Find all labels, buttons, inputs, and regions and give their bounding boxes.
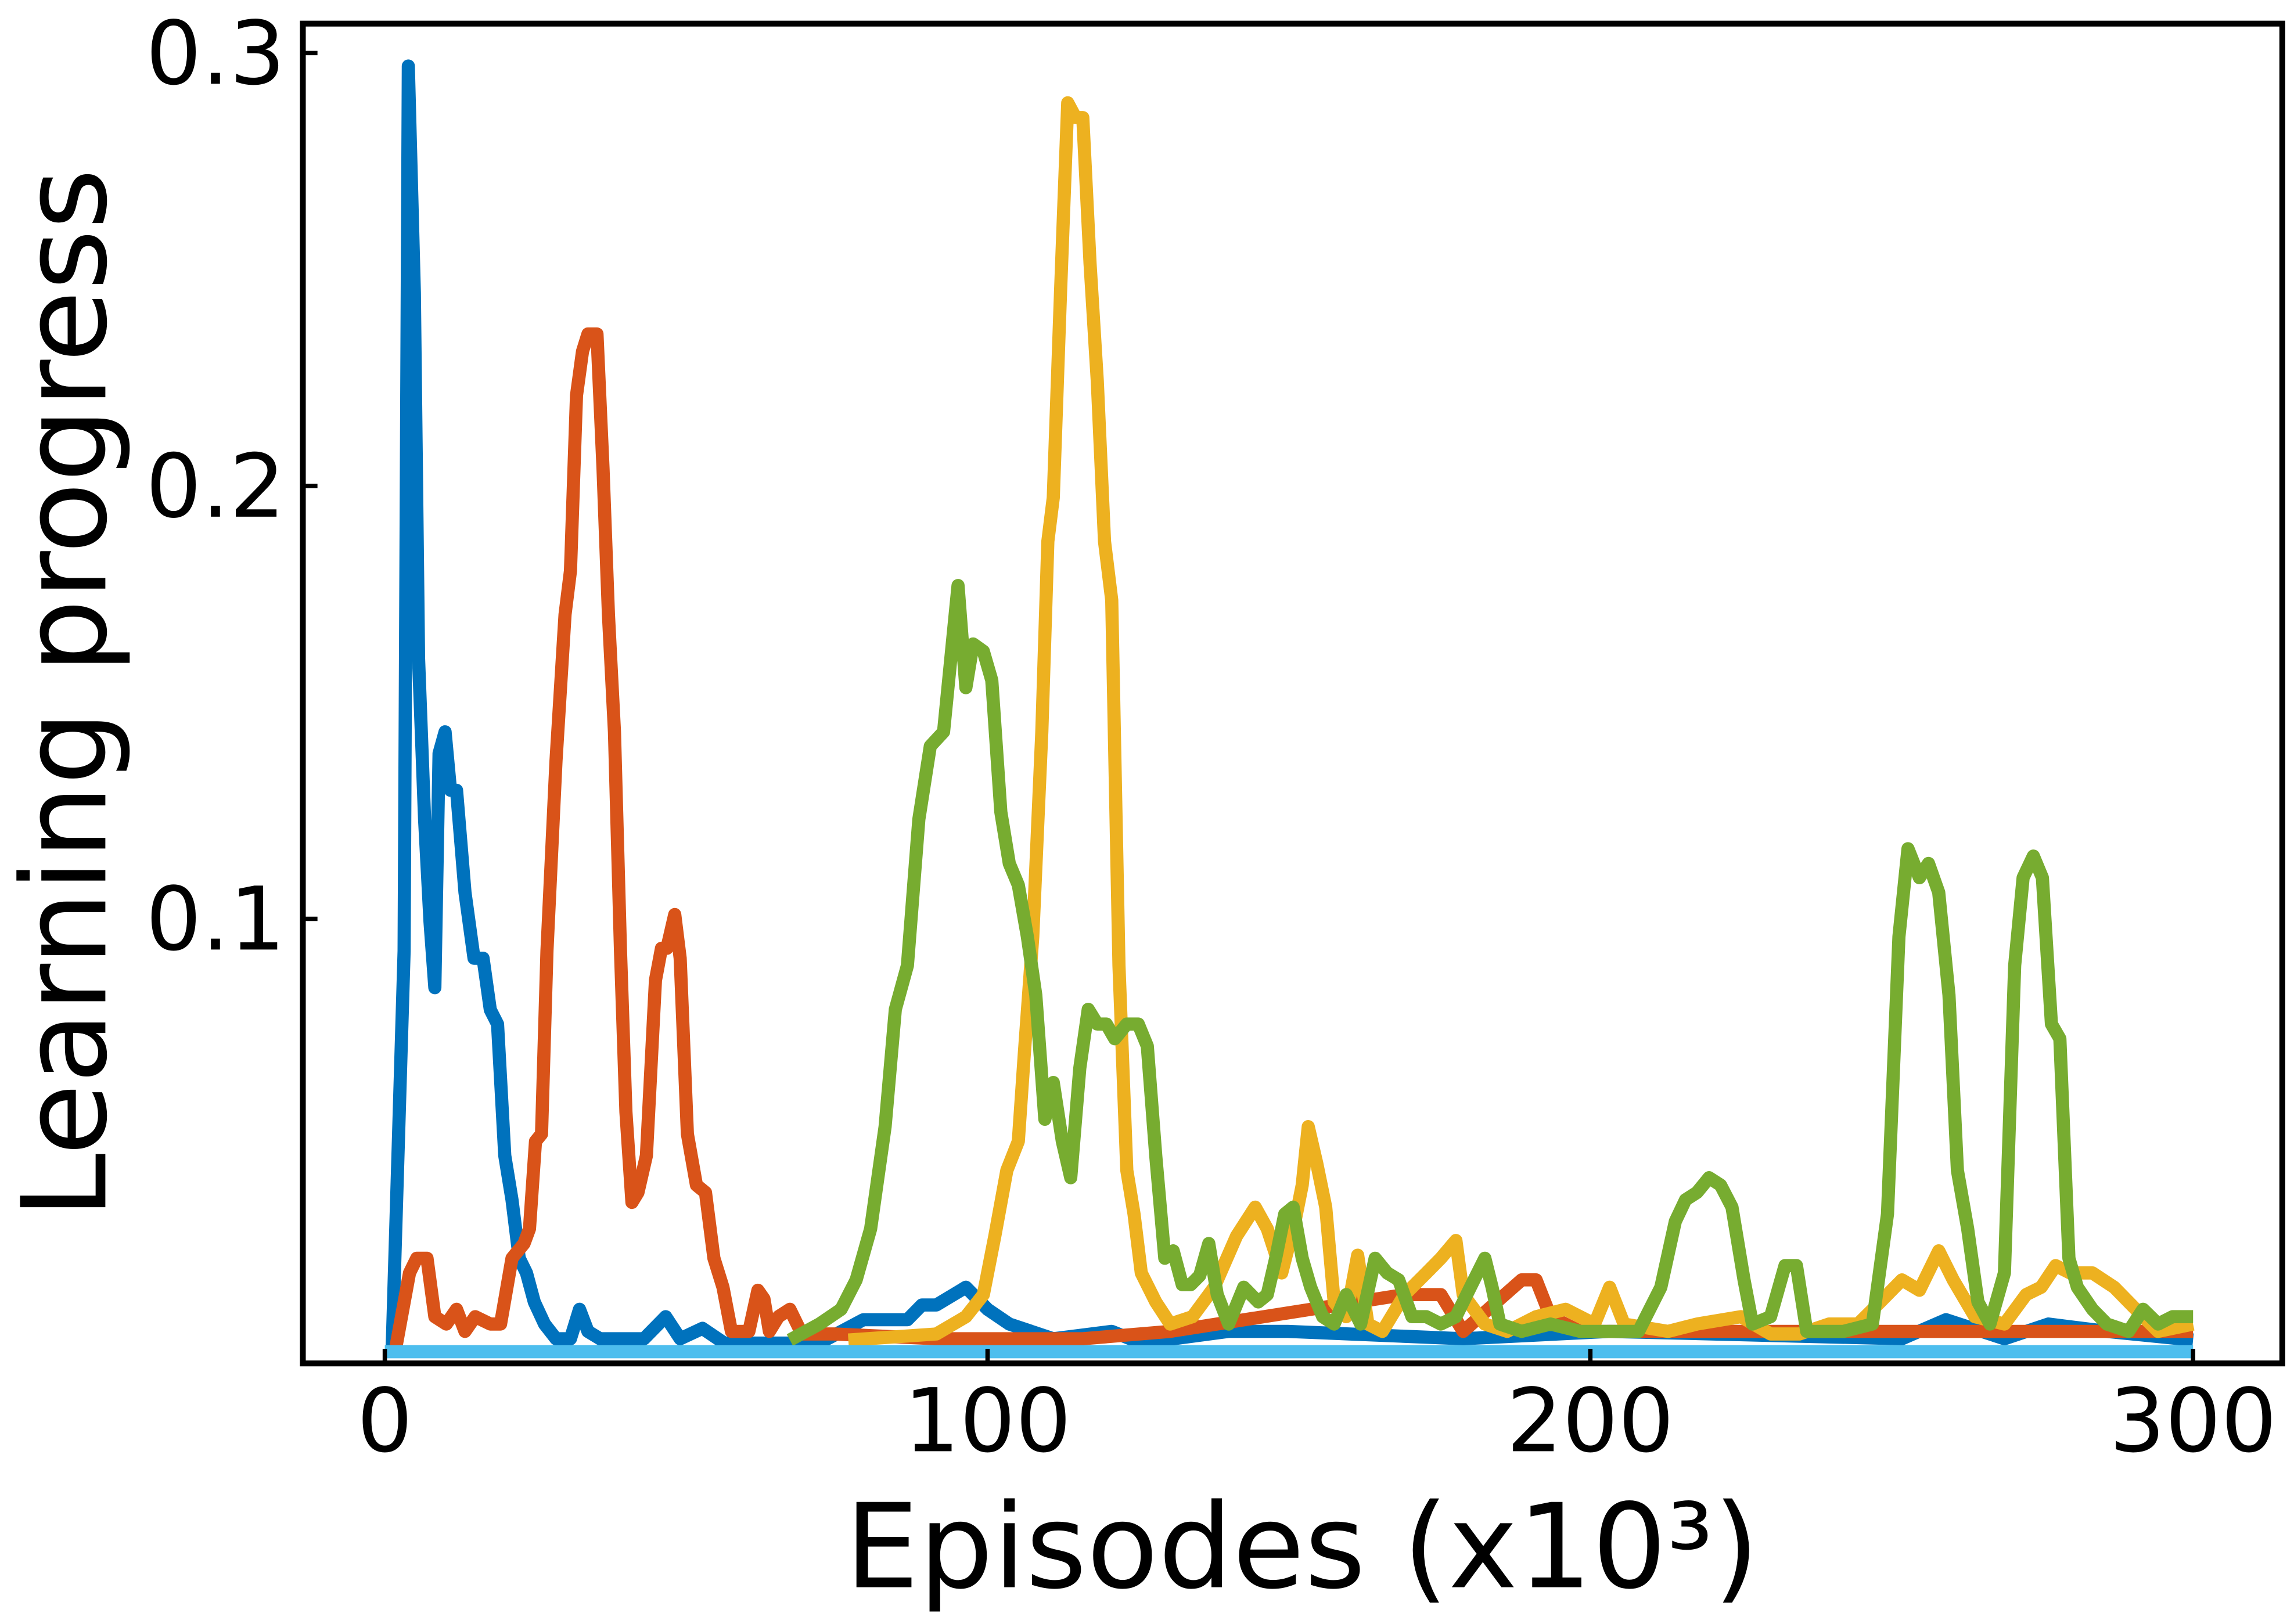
y-tick-label: 0.3 (146, 2, 285, 105)
y-tick-label: 0.1 (146, 868, 285, 970)
data-line (847, 96, 2195, 1347)
data-line (385, 59, 2194, 1352)
plot-frame (300, 20, 2285, 1367)
data-line (786, 579, 2194, 1346)
data-line (389, 327, 2194, 1353)
x-axis-label: Episodes (x10³) (845, 1479, 1759, 1615)
x-tick-label: 100 (904, 1370, 1071, 1472)
y-axis-label: Learning progress (0, 168, 133, 1219)
x-tick-label: 0 (357, 1370, 413, 1472)
x-tick-label: 200 (1506, 1370, 1674, 1472)
x-tick-label: 300 (2109, 1370, 2277, 1472)
y-tick-label: 0.2 (146, 435, 285, 538)
